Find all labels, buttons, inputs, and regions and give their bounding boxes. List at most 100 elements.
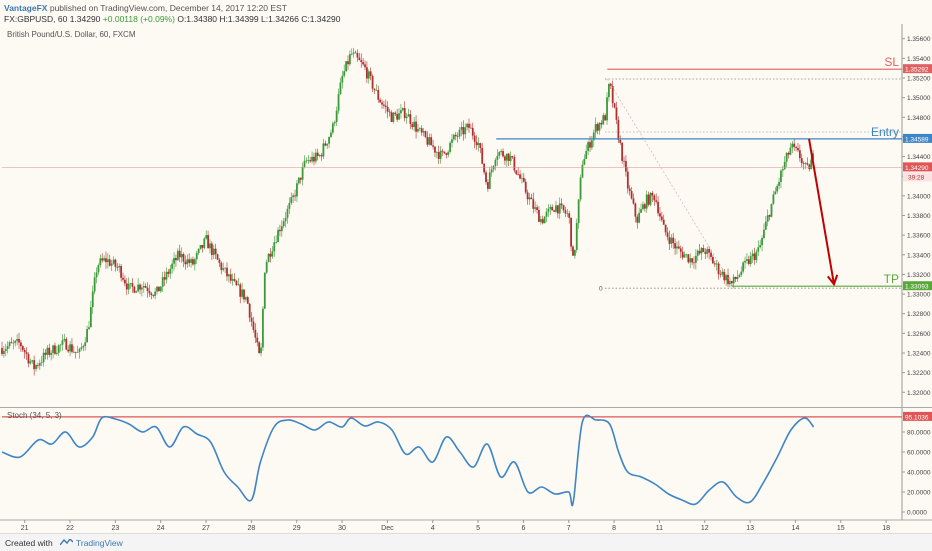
candle-body	[335, 110, 338, 122]
candle-body	[156, 286, 158, 292]
candle-body	[152, 295, 155, 296]
ohlc-high: H:1.34399	[219, 14, 259, 24]
target-arrow-shaft	[808, 138, 835, 285]
candle-body	[468, 123, 470, 128]
candle-body	[636, 216, 639, 223]
level-tag-sl	[903, 64, 932, 74]
candle-body	[490, 169, 493, 173]
level-label-tp: TP	[884, 272, 899, 286]
candle-body	[14, 340, 17, 343]
level-label-entry: Entry	[871, 125, 899, 139]
candle-body	[390, 112, 393, 122]
y-tick-label: 1.35400	[907, 56, 931, 63]
candle-body	[744, 260, 746, 263]
candle-body	[377, 90, 380, 100]
candle-body	[233, 279, 236, 281]
stoch-tick-label: 20.0000	[907, 490, 931, 497]
candle-body	[216, 254, 219, 260]
candle-body	[581, 164, 584, 178]
candle-body	[615, 107, 618, 120]
candle-body	[71, 344, 73, 352]
chart-caption: British Pound/U.S. Dollar, 60, FXCM	[7, 30, 136, 39]
candle-body	[158, 286, 160, 292]
candle-body	[659, 213, 661, 217]
candle-body	[564, 210, 567, 214]
x-tick-label: 22	[66, 525, 74, 532]
candle-body	[640, 209, 642, 213]
candle-body	[301, 166, 304, 180]
candle-body	[178, 250, 181, 258]
candle-body	[116, 266, 119, 268]
candle-body	[354, 52, 357, 54]
candle-body	[708, 249, 711, 253]
candle-body	[93, 277, 96, 292]
candle-body	[21, 346, 24, 350]
candle-body	[137, 284, 140, 292]
x-tick-label: 18	[882, 525, 890, 532]
candle-body	[313, 156, 315, 162]
candle-body	[449, 142, 451, 152]
candle-body	[103, 258, 105, 261]
candle-body	[188, 259, 191, 263]
candle-body	[666, 232, 669, 238]
candle-body	[454, 134, 457, 137]
candle-body	[694, 255, 697, 263]
footer-brand[interactable]: TradingView	[76, 538, 123, 548]
y-tick-label: 1.33600	[907, 233, 931, 240]
y-tick-label: 1.34000	[907, 193, 931, 200]
candle-body	[50, 352, 53, 355]
candle-body	[481, 147, 484, 164]
candle-body	[31, 360, 34, 362]
candle-body	[651, 192, 654, 196]
candle-body	[621, 142, 624, 161]
candle-body	[445, 153, 448, 155]
candle-body	[222, 268, 225, 270]
candle-body	[753, 253, 756, 261]
candle-body	[606, 97, 608, 121]
candle-body	[757, 247, 760, 252]
candle-body	[509, 156, 512, 162]
candle-body	[808, 164, 811, 170]
candle-body	[795, 146, 797, 148]
publisher-name[interactable]: VantageFX	[4, 3, 48, 13]
candle-body	[42, 352, 45, 363]
x-tick-label: 13	[746, 525, 754, 532]
candle-body	[479, 143, 482, 148]
candle-body	[715, 263, 718, 265]
candle-body	[572, 246, 574, 256]
candle-body	[275, 242, 278, 243]
stoch-tick-label: 80.0000	[907, 430, 931, 437]
candle-body	[256, 337, 259, 343]
candle-body	[426, 137, 429, 145]
candle-body	[592, 132, 595, 141]
candle-body	[668, 237, 671, 244]
candle-body	[783, 161, 786, 170]
y-tick-label: 1.34800	[907, 115, 931, 122]
candle-body	[110, 263, 113, 266]
candle-body	[738, 274, 741, 277]
candle-body	[105, 258, 107, 263]
candle-body	[328, 137, 330, 144]
candle-body	[120, 266, 123, 278]
candle-body	[197, 248, 200, 254]
candle-body	[797, 147, 799, 151]
x-tick-label: 15	[837, 525, 845, 532]
candle-body	[555, 205, 557, 212]
candle-body	[579, 177, 582, 200]
candle-body	[108, 259, 111, 266]
candle-body	[432, 145, 434, 147]
candle-body	[106, 259, 109, 263]
candle-body	[602, 115, 605, 125]
candle-body	[76, 352, 79, 353]
candle-body	[401, 108, 404, 111]
candle-body	[590, 140, 593, 148]
stoch-tick-label: 0.0000	[907, 510, 927, 517]
candle-body	[161, 277, 164, 287]
x-tick-label: 21	[21, 525, 29, 532]
candle-body	[167, 271, 170, 274]
candle-body	[500, 151, 503, 153]
candle-body	[746, 259, 748, 261]
candle-body	[25, 352, 28, 355]
candle-body	[381, 102, 383, 105]
candle-body	[248, 303, 251, 318]
